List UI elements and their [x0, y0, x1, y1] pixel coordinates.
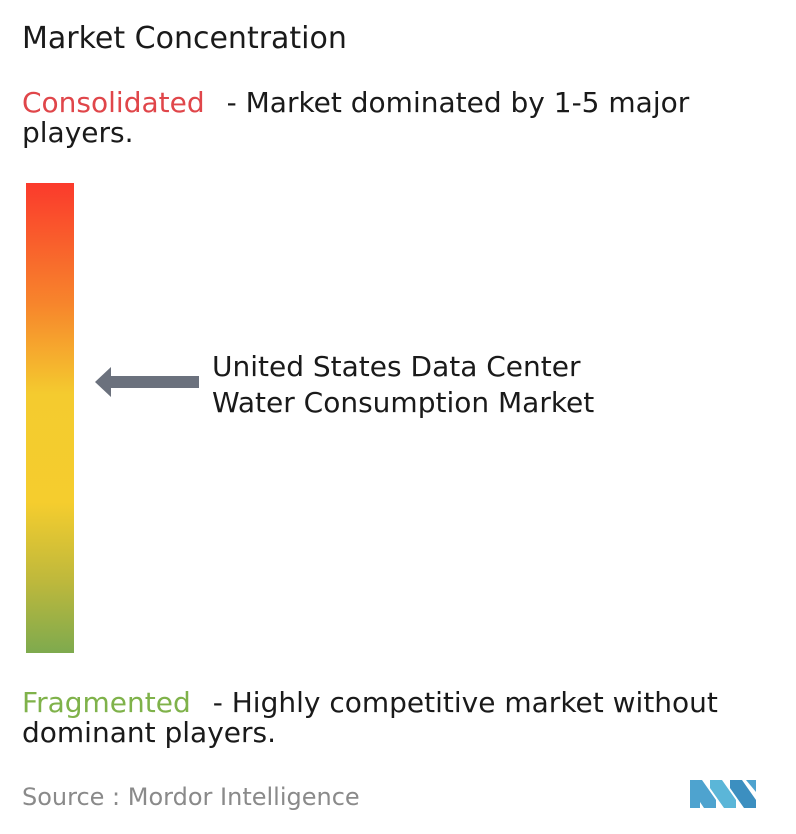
page-title: Market Concentration	[22, 21, 347, 56]
consolidated-term: Consolidated	[22, 86, 205, 119]
consolidated-legend: Consolidated - Market dominated by 1-5 ma…	[22, 88, 792, 148]
concentration-scale-bar	[26, 183, 74, 653]
fragmented-legend: Fragmented - Highly competitive market wi…	[22, 688, 792, 748]
fragmented-term: Fragmented	[22, 686, 191, 719]
market-label: United States Data Center Water Consumpt…	[212, 350, 595, 420]
fragmented-description: - Highly competitive market without domi…	[22, 686, 718, 749]
arrow-left-icon	[95, 367, 199, 397]
mordor-intelligence-logo	[690, 780, 756, 808]
consolidated-description: - Market dominated by 1-5 major players.	[22, 86, 690, 149]
source-text: Source : Mordor Intelligence	[22, 783, 360, 811]
